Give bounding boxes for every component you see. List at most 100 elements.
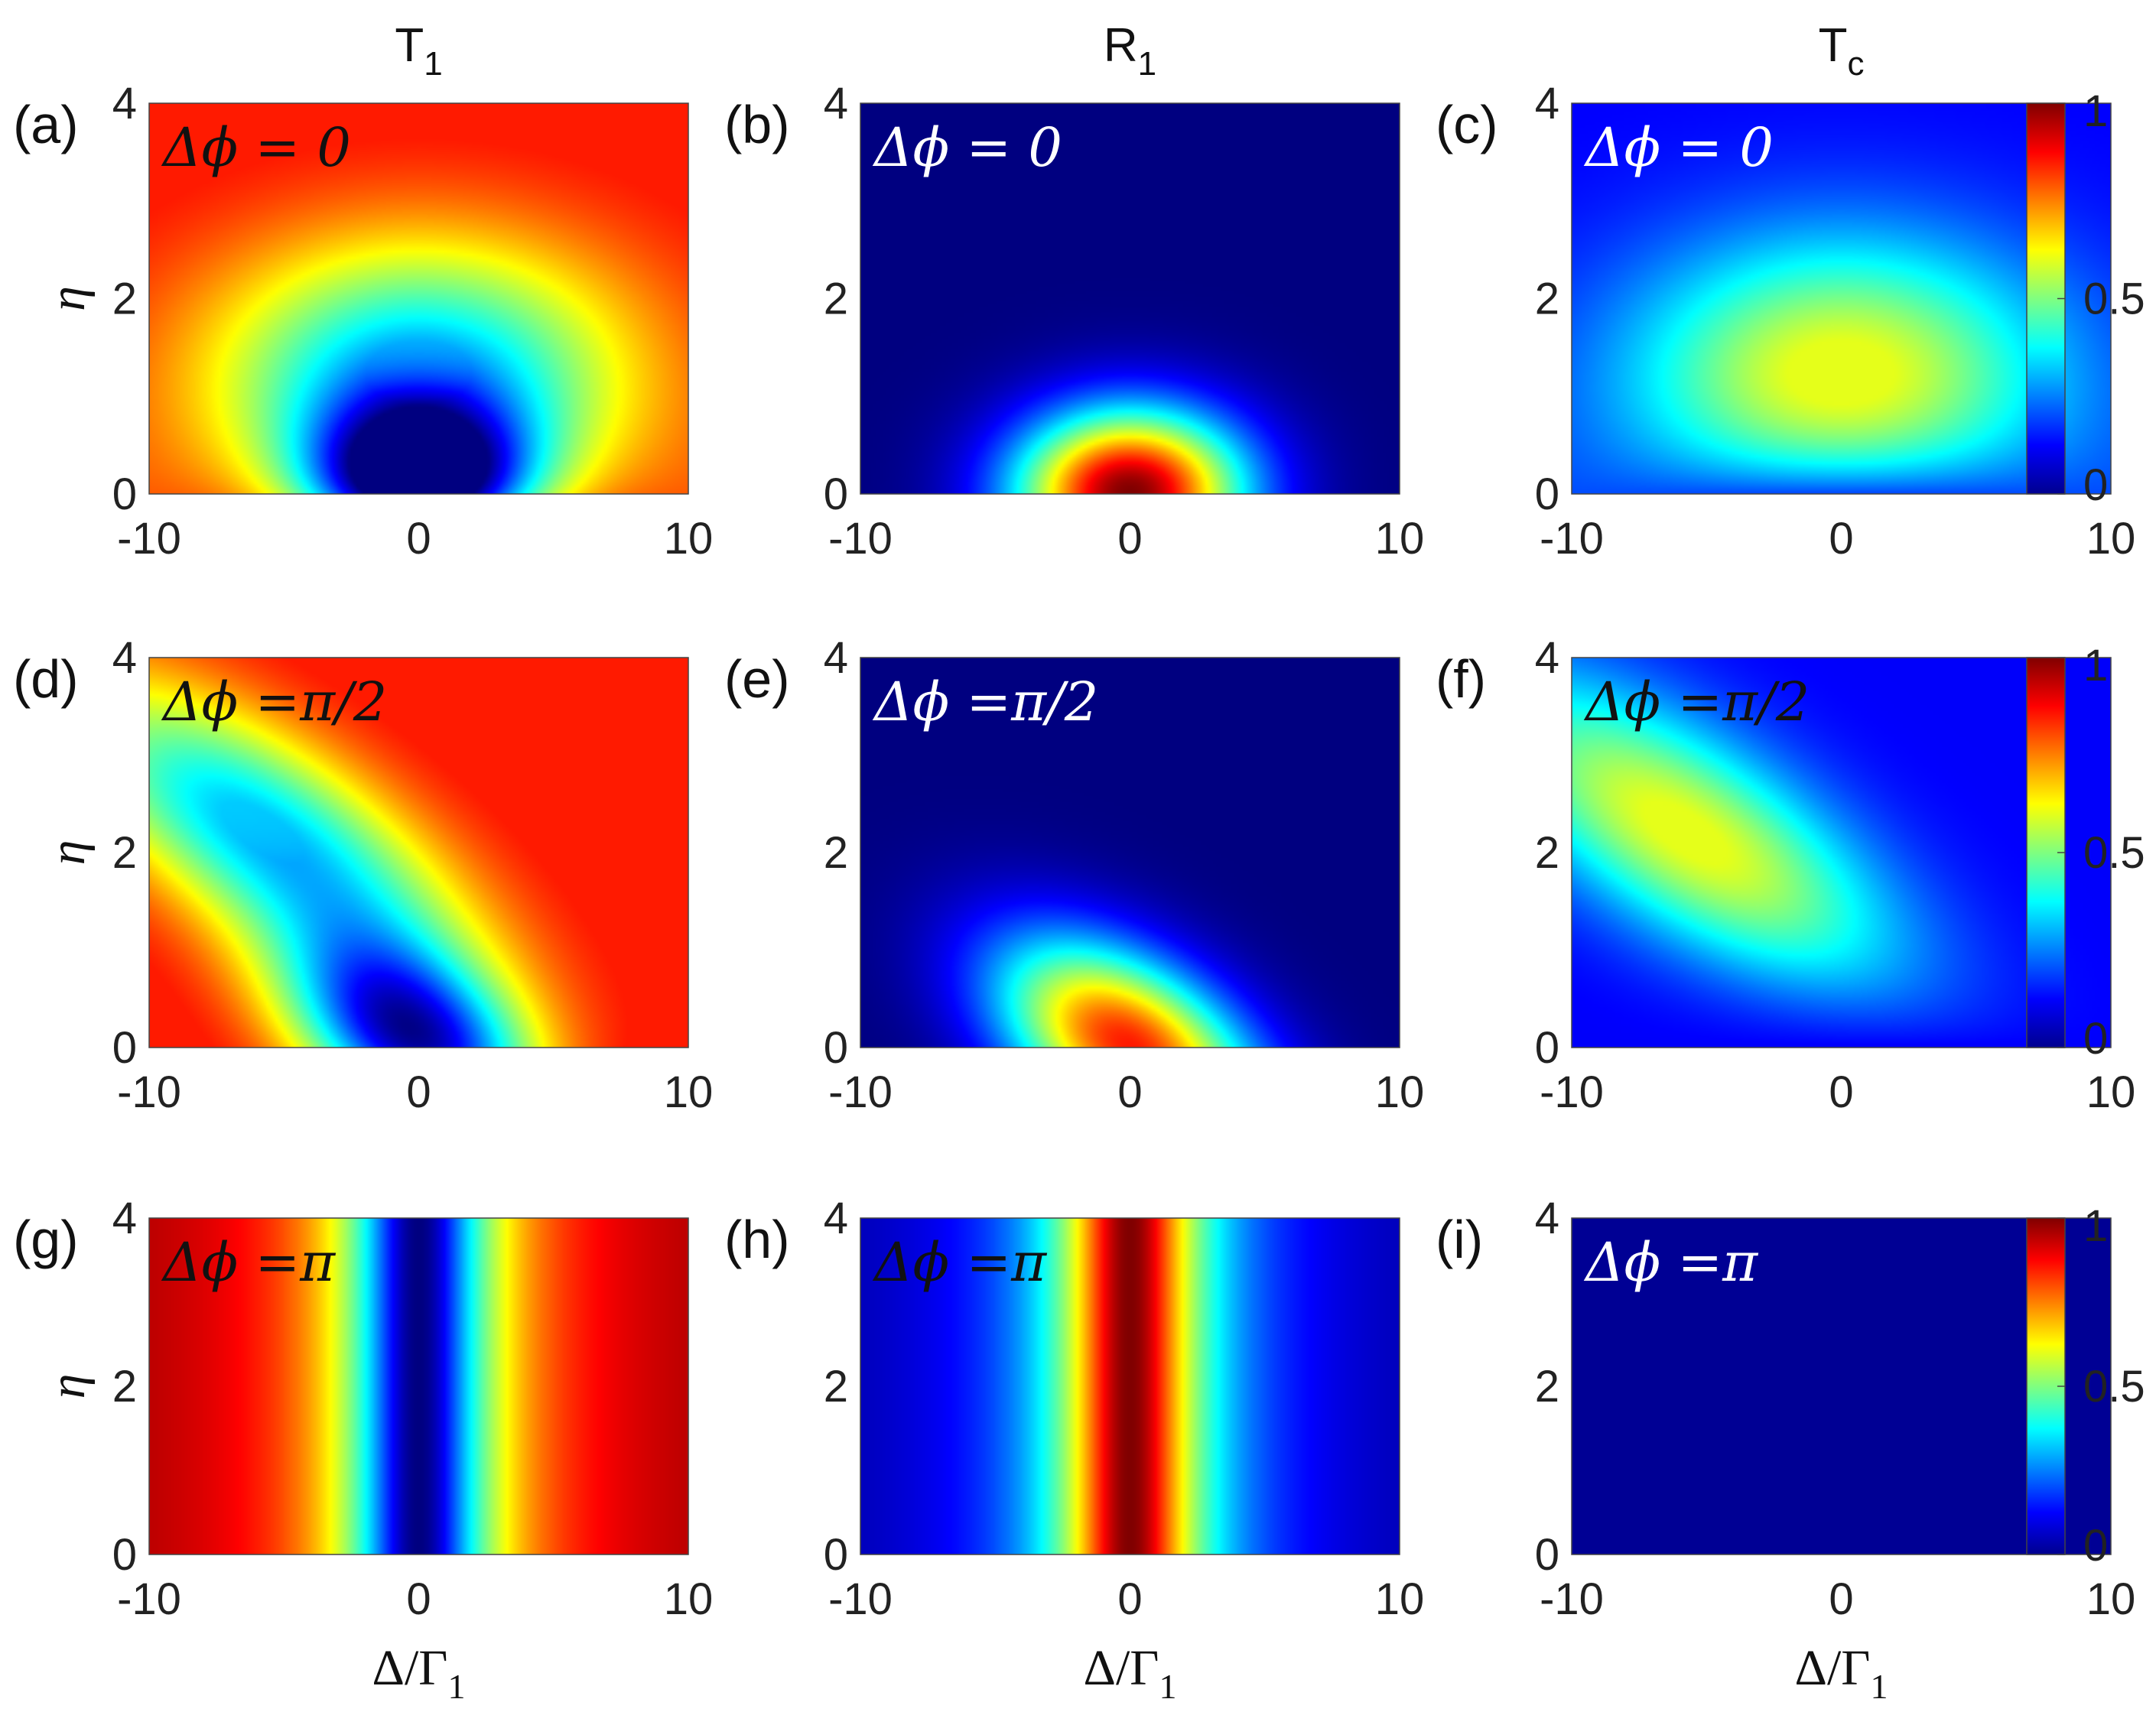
y-tick-label: 2	[824, 828, 848, 878]
panel-label: (f)	[1436, 649, 1486, 709]
column-title-sub: 1	[1138, 45, 1156, 83]
colorbar-gradient	[2026, 657, 2066, 1048]
x-axis-label-sub: 1	[447, 1667, 465, 1706]
panel-label: (d)	[13, 649, 79, 709]
phase-annotation: Δϕ = 0	[872, 116, 1062, 179]
y-tick-label: 2	[1535, 275, 1559, 324]
x-tick-label: -10	[828, 514, 893, 564]
panel-label: (i)	[1436, 1210, 1483, 1269]
column-title-sub: c	[1847, 45, 1864, 83]
x-tick-label: 10	[1375, 1067, 1425, 1117]
x-axis-label: Δ/Γ1	[1084, 1640, 1177, 1706]
y-tick-label: 2	[112, 275, 137, 324]
axes-frame	[1571, 1217, 2112, 1555]
phase-annotation: Δϕ =π	[872, 1231, 1048, 1294]
x-tick-label: 0	[406, 1067, 431, 1117]
y-tick-label: 4	[824, 633, 848, 683]
axes-frame	[148, 1217, 689, 1555]
axes-frame	[148, 657, 689, 1048]
y-tick-label: 2	[824, 275, 848, 324]
heatmap-image	[1572, 658, 2111, 1048]
panel-label: (e)	[724, 649, 790, 709]
x-tick-label: 0	[406, 1574, 431, 1624]
phase-annotation: Δϕ =π/2	[1583, 671, 1810, 733]
y-tick-label: 0	[824, 1023, 848, 1073]
heatmap-panel	[1571, 102, 2112, 495]
x-tick-label: 10	[664, 514, 714, 564]
x-tick-label: 0	[1829, 514, 1853, 564]
x-axis-label: Δ/Γ1	[372, 1640, 466, 1706]
y-tick-label: 4	[112, 79, 137, 128]
y-axis-label: η	[40, 286, 96, 311]
column-title-main: T	[395, 19, 424, 72]
heatmap-image	[860, 103, 1400, 494]
axes-frame	[860, 1217, 1400, 1555]
panel-label: (h)	[724, 1210, 790, 1269]
phase-annotation: Δϕ =π	[1583, 1231, 1759, 1294]
axes-frame	[1571, 102, 2112, 495]
heatmap-image	[149, 1218, 688, 1554]
colorbar-tick-label: 0.5	[2083, 275, 2145, 324]
heatmap-image	[860, 1218, 1400, 1554]
y-tick-label: 0	[824, 1530, 848, 1580]
colorbar-tick-label: 0	[2083, 1014, 2108, 1064]
x-axis-label-main: Δ/Γ	[1084, 1640, 1159, 1696]
x-axis-label: Δ/Γ1	[1795, 1640, 1888, 1706]
y-tick-label: 4	[112, 1194, 137, 1243]
column-title-main: T	[1819, 19, 1848, 72]
y-tick-label: 2	[1535, 828, 1559, 878]
heatmap-panel	[860, 102, 1400, 495]
y-tick-label: 4	[824, 79, 848, 128]
heatmap-panel	[148, 102, 689, 495]
y-tick-label: 2	[824, 1362, 848, 1412]
panel-label: (c)	[1436, 95, 1498, 154]
x-tick-label: -10	[1540, 1067, 1604, 1117]
y-tick-label: 4	[1535, 79, 1559, 128]
phase-annotation: Δϕ = 0	[1583, 116, 1774, 179]
y-tick-label: 4	[824, 1194, 848, 1243]
colorbar-tick-label: 1	[2083, 641, 2108, 690]
heatmap-panel	[148, 657, 689, 1048]
colorbar	[2026, 657, 2066, 1048]
axes-frame	[860, 657, 1400, 1048]
phase-annotation: Δϕ =π/2	[161, 671, 387, 733]
heatmap-panel	[860, 1217, 1400, 1555]
axes-frame	[860, 102, 1400, 495]
phase-annotation: Δϕ =π	[161, 1231, 337, 1294]
x-tick-label: 10	[2086, 1067, 2136, 1117]
axes-frame	[148, 102, 689, 495]
x-axis-label-sub: 1	[1870, 1667, 1888, 1706]
y-tick-label: 0	[1535, 469, 1559, 519]
panel-label: (g)	[13, 1210, 79, 1269]
x-axis-label-main: Δ/Γ	[372, 1640, 448, 1696]
heatmap-image	[149, 658, 688, 1048]
x-tick-label: 10	[2086, 1574, 2136, 1624]
y-tick-label: 0	[824, 469, 848, 519]
x-tick-label: 10	[664, 1067, 714, 1117]
heatmap-image	[860, 658, 1400, 1048]
x-tick-label: -10	[1540, 1574, 1604, 1624]
y-tick-label: 4	[112, 633, 137, 683]
x-tick-label: -10	[117, 1574, 181, 1624]
y-axis-label: η	[40, 840, 96, 866]
phase-annotation: Δϕ = 0	[161, 116, 351, 179]
x-tick-label: -10	[828, 1067, 893, 1117]
x-tick-label: -10	[1540, 514, 1604, 564]
heatmap-panel	[1571, 1217, 2112, 1555]
y-tick-label: 0	[1535, 1023, 1559, 1073]
x-tick-label: 0	[1829, 1574, 1853, 1624]
heatmap-image	[1572, 1218, 2111, 1554]
heatmap-panel	[148, 1217, 689, 1555]
x-tick-label: 10	[1375, 514, 1425, 564]
column-title: Tc	[1819, 19, 1865, 83]
column-title: T1	[395, 19, 442, 83]
x-tick-label: 0	[1117, 1067, 1142, 1117]
x-tick-label: 10	[2086, 514, 2136, 564]
y-tick-label: 0	[112, 469, 137, 519]
colorbar-tick-label: 1	[2083, 86, 2108, 136]
colorbar-tick-label: 0.5	[2083, 1362, 2145, 1412]
column-title-main: R	[1104, 19, 1138, 72]
x-tick-label: 10	[1375, 1574, 1425, 1624]
